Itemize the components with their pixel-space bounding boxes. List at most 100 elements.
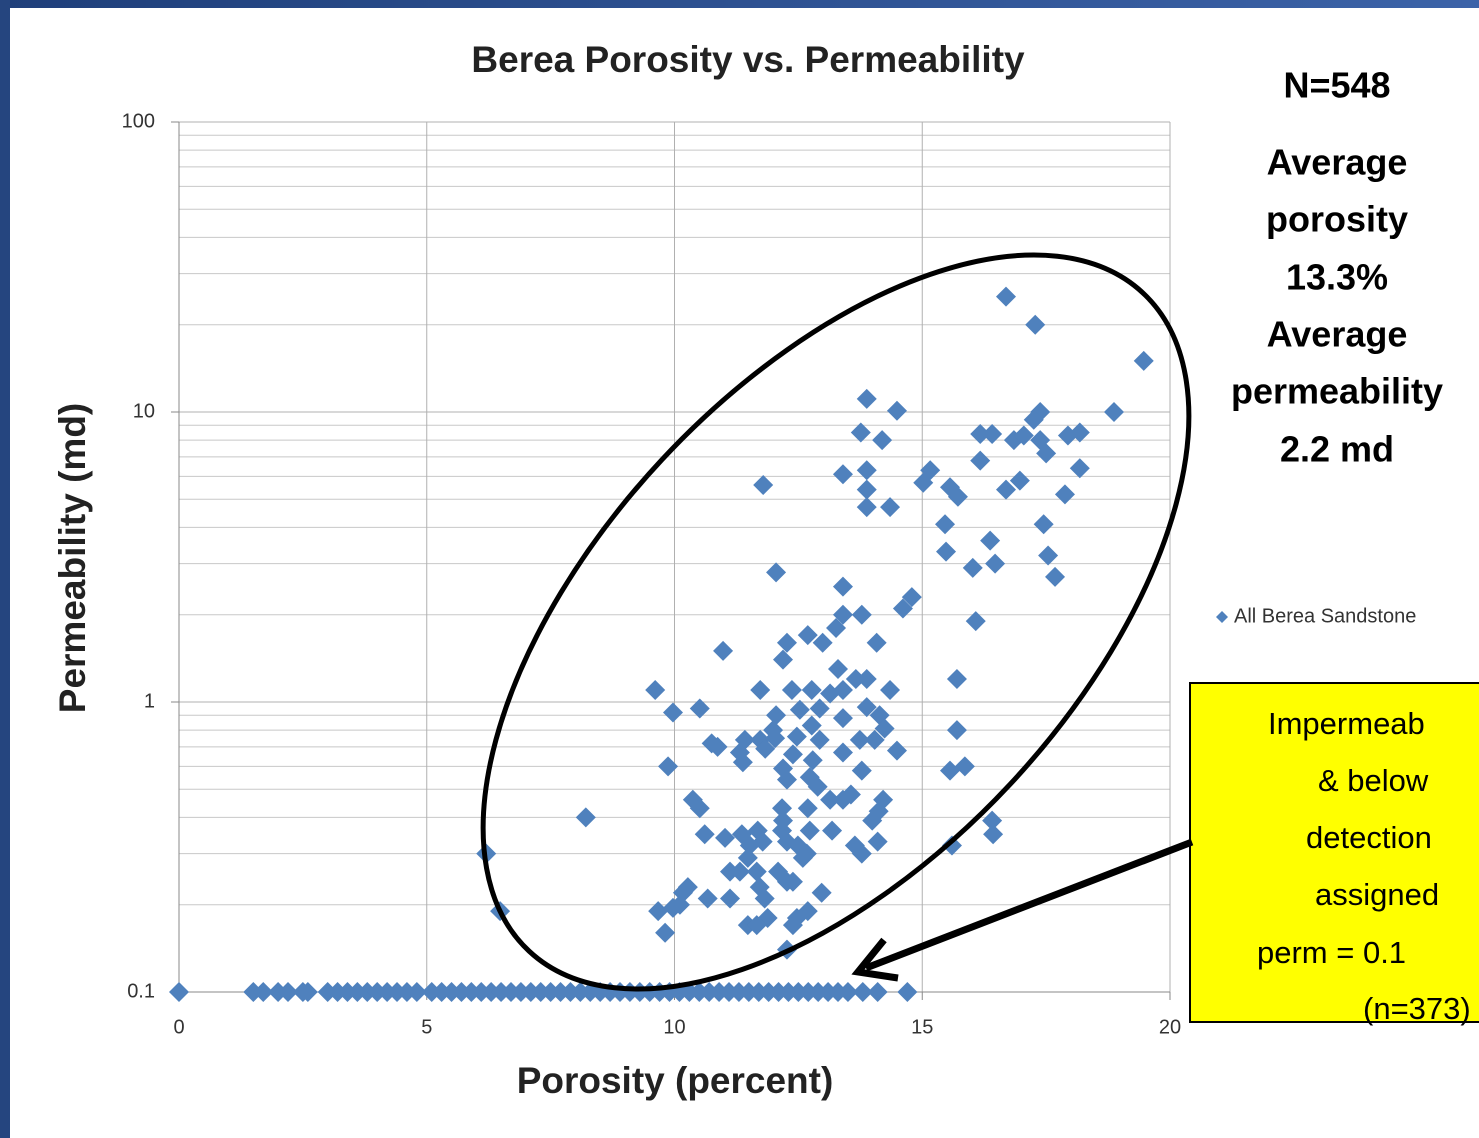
point [1013, 425, 1034, 446]
point [837, 982, 858, 1002]
point [169, 982, 189, 1002]
callout-line: detection [1306, 820, 1432, 855]
chart-title: Berea Porosity vs. Permeability [471, 39, 1025, 80]
point [645, 679, 666, 700]
point [773, 649, 794, 670]
point [807, 776, 828, 797]
point [954, 756, 975, 777]
point [965, 611, 986, 632]
point [786, 726, 807, 747]
point [1069, 422, 1090, 443]
point [832, 679, 853, 700]
point [755, 738, 776, 759]
point [799, 820, 820, 841]
point [970, 450, 991, 471]
point [947, 486, 968, 507]
point [797, 625, 818, 646]
point [782, 915, 803, 936]
point [715, 827, 736, 848]
annotation: Average [1267, 314, 1408, 355]
point [697, 888, 718, 909]
point [832, 708, 853, 729]
highlight-ellipse [480, 252, 1192, 992]
point [766, 562, 787, 583]
point [946, 720, 967, 741]
point [796, 843, 817, 864]
point [707, 736, 728, 757]
point [939, 760, 960, 781]
point [809, 729, 830, 750]
annotation: 13.3% [1286, 257, 1388, 298]
point [737, 847, 758, 868]
point [689, 698, 710, 719]
point [278, 982, 299, 1002]
point [746, 861, 767, 882]
point [789, 699, 810, 720]
frame-top [0, 0, 1479, 8]
point [801, 715, 822, 736]
point [1033, 514, 1054, 535]
arrow-head [851, 937, 899, 982]
x-axis-label: Porosity (percent) [517, 1060, 834, 1101]
point [694, 824, 715, 845]
point [1045, 566, 1066, 587]
point [995, 286, 1016, 307]
annotation: permeability [1231, 371, 1443, 412]
point [750, 679, 771, 700]
point [982, 423, 1003, 444]
point [1038, 545, 1059, 566]
x-tick-label: 15 [911, 1016, 933, 1038]
legend-label: All Berea Sandstone [1234, 605, 1416, 627]
points [169, 286, 1154, 1002]
point [406, 982, 427, 1002]
point [995, 479, 1016, 500]
callout-line: perm = 0.1 [1257, 935, 1406, 970]
point [880, 679, 901, 700]
point [897, 982, 918, 1002]
point [962, 557, 983, 578]
point [253, 982, 274, 1002]
point [801, 679, 822, 700]
point [663, 897, 684, 918]
point [901, 587, 922, 608]
point [851, 843, 872, 864]
point [832, 464, 853, 485]
point [739, 835, 760, 856]
point [797, 798, 818, 819]
point [864, 729, 885, 750]
point [970, 423, 991, 444]
point [772, 798, 793, 819]
point [856, 388, 877, 409]
x-tick-label: 20 [1159, 1016, 1181, 1038]
annotation: N=548 [1283, 65, 1390, 106]
point [892, 598, 913, 619]
callout-line: & below [1318, 763, 1429, 798]
point [946, 669, 967, 690]
point [713, 640, 734, 661]
point [648, 901, 669, 922]
point [856, 669, 877, 690]
point [822, 820, 843, 841]
y-tick-label: 100 [122, 110, 155, 132]
point [982, 810, 1003, 831]
point [811, 882, 832, 903]
point [983, 824, 1004, 845]
point [1023, 409, 1044, 430]
point [828, 658, 849, 679]
annotation: 2.2 md [1280, 429, 1394, 470]
point [765, 728, 786, 749]
point [689, 798, 710, 819]
arrow [851, 838, 1194, 982]
point [719, 861, 740, 882]
point [782, 744, 803, 765]
y-tick-label: 10 [133, 400, 155, 422]
point [849, 729, 870, 750]
point [856, 697, 877, 718]
point [776, 769, 797, 790]
point [776, 871, 797, 892]
point [913, 472, 934, 493]
point [980, 530, 1001, 551]
point [862, 810, 883, 831]
point [658, 756, 679, 777]
